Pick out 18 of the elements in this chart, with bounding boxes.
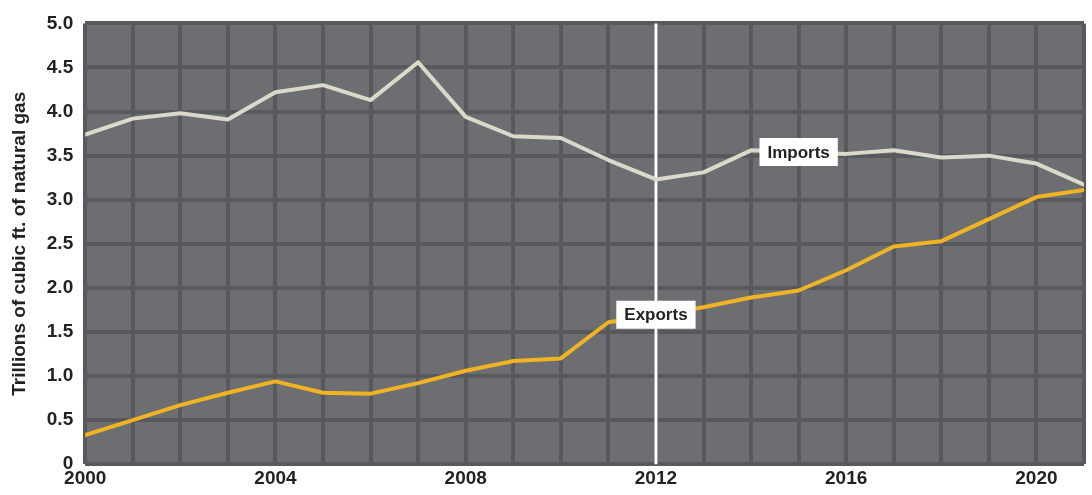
x-tick-label: 2004 bbox=[254, 466, 298, 488]
y-tick-label: 4.5 bbox=[46, 55, 74, 77]
x-tick-label: 2016 bbox=[825, 466, 868, 488]
y-tick-label: 2.5 bbox=[46, 232, 74, 254]
y-tick-label: 3.5 bbox=[46, 143, 74, 165]
x-tick-label: 2012 bbox=[634, 466, 678, 488]
x-tick-label: 2008 bbox=[444, 466, 487, 488]
series-label: Imports bbox=[767, 142, 830, 162]
y-tick-label: 0.5 bbox=[46, 408, 74, 430]
y-tick-label: 2.0 bbox=[46, 276, 74, 298]
y-tick-label: 4.0 bbox=[46, 99, 74, 121]
y-tick-label: 3.0 bbox=[46, 187, 74, 209]
series-label: Exports bbox=[624, 305, 688, 325]
x-tick-label: 2020 bbox=[1015, 466, 1058, 488]
y-axis-title: Trillions of cubic ft. of natural gas bbox=[7, 91, 29, 396]
y-tick-label: 1.0 bbox=[46, 364, 74, 386]
y-tick-label: 1.5 bbox=[46, 320, 74, 342]
y-tick-label: 5.0 bbox=[46, 11, 74, 33]
